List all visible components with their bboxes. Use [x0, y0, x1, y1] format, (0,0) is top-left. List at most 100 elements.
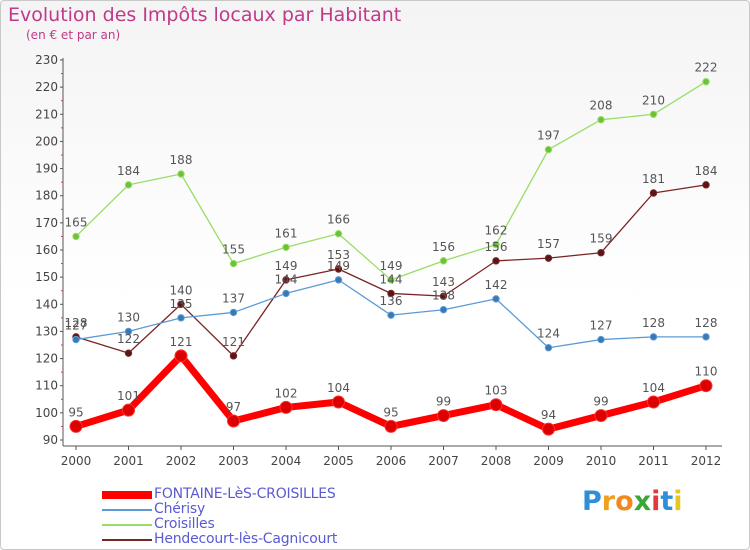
brand-logo-letter: r [601, 486, 616, 517]
brand-logo-letter: P [582, 486, 602, 517]
legend-label-hendecourt: Hendecourt-lès-Cagnicourt [154, 531, 338, 547]
data-point [597, 116, 605, 124]
y-tick-label: 220 [35, 80, 58, 94]
x-tick-label: 2012 [691, 454, 722, 468]
data-point [542, 422, 555, 436]
data-point [229, 352, 238, 360]
data-label: 121 [222, 335, 245, 349]
data-label: 101 [117, 389, 140, 403]
x-tick-label: 2003 [218, 454, 249, 468]
brand-logo-letter: i [651, 486, 661, 517]
y-tick-label: 180 [35, 189, 58, 203]
data-point [72, 232, 80, 241]
data-label: 208 [590, 99, 613, 113]
data-label: 144 [380, 272, 403, 286]
data-label: 99 [436, 395, 451, 409]
data-label: 140 [170, 283, 193, 297]
data-point [72, 335, 80, 344]
data-point [702, 78, 710, 86]
data-label: 149 [275, 259, 298, 273]
data-label: 103 [485, 384, 508, 398]
data-label: 128 [65, 316, 88, 330]
data-point [334, 230, 343, 238]
y-tick-label: 110 [35, 379, 58, 393]
data-point [544, 145, 553, 154]
data-label: 156 [432, 240, 455, 254]
data-point [492, 240, 500, 249]
data-point [594, 409, 608, 423]
data-point [492, 295, 500, 303]
x-tick-label: 2009 [533, 454, 564, 468]
data-point [334, 276, 343, 284]
y-tick-label: 120 [35, 352, 58, 366]
data-point [282, 289, 290, 298]
data-label: 127 [590, 319, 613, 333]
y-tick-label: 130 [35, 324, 58, 338]
data-point [177, 300, 185, 308]
data-point [282, 243, 290, 251]
data-label: 184 [117, 164, 140, 178]
data-point [69, 419, 83, 433]
y-tick-label: 210 [35, 107, 58, 121]
y-tick-label: 230 [35, 53, 58, 67]
x-tick-label: 2008 [481, 454, 512, 468]
data-label: 135 [170, 297, 193, 311]
x-tick-label: 2007 [428, 454, 459, 468]
data-label: 222 [695, 61, 718, 75]
data-point [702, 333, 710, 341]
x-tick-label: 2004 [271, 454, 302, 468]
y-tick-label: 160 [35, 243, 58, 257]
data-label: 143 [432, 275, 455, 289]
data-label: 97 [226, 400, 241, 414]
data-label: 142 [485, 278, 508, 292]
data-point [492, 257, 500, 265]
data-point [647, 395, 660, 409]
data-point [702, 181, 710, 189]
data-label: 149 [380, 259, 403, 273]
x-tick-label: 2001 [113, 454, 144, 468]
data-point [387, 289, 395, 298]
data-point [177, 170, 185, 178]
data-label: 162 [485, 224, 508, 238]
data-point [279, 400, 293, 414]
legend-swatch-croisilles [102, 524, 152, 526]
data-label: 161 [275, 226, 298, 240]
data-label: 110 [695, 365, 718, 379]
data-point [439, 257, 448, 265]
data-label: 165 [65, 215, 88, 229]
data-label: 166 [327, 213, 350, 227]
y-tick-label: 100 [35, 406, 58, 420]
data-label: 99 [593, 395, 608, 409]
data-point [544, 254, 553, 262]
data-point [387, 311, 395, 319]
legend-label-cherisy: Chérisy [154, 501, 206, 517]
data-label: 138 [432, 289, 455, 303]
data-label: 184 [695, 164, 718, 178]
data-label: 95 [383, 405, 398, 419]
legend-swatch-fontaine [102, 491, 152, 499]
data-point [122, 403, 135, 417]
legend-swatch-hendecourt [102, 539, 152, 541]
x-tick-label: 2010 [586, 454, 617, 468]
data-label: 149 [327, 259, 350, 273]
data-label: 130 [117, 310, 140, 324]
data-label: 94 [541, 408, 556, 422]
chart-title: Evolution des Impôts locaux par Habitant [8, 4, 402, 26]
brand-logo-letter: o [615, 486, 634, 517]
data-point [227, 414, 240, 428]
data-point [387, 276, 395, 284]
data-point [649, 333, 658, 341]
data-label: 210 [642, 93, 665, 107]
data-label: 153 [327, 248, 350, 262]
data-point [439, 306, 448, 314]
data-label: 124 [537, 327, 560, 341]
data-label: 155 [222, 243, 245, 257]
brand-logo-letter: i [673, 486, 683, 517]
data-label: 95 [68, 405, 83, 419]
brand-logo-letter: t [660, 486, 674, 517]
legend-swatch-cherisy [102, 509, 152, 511]
data-point [229, 259, 238, 268]
data-point [597, 335, 605, 344]
